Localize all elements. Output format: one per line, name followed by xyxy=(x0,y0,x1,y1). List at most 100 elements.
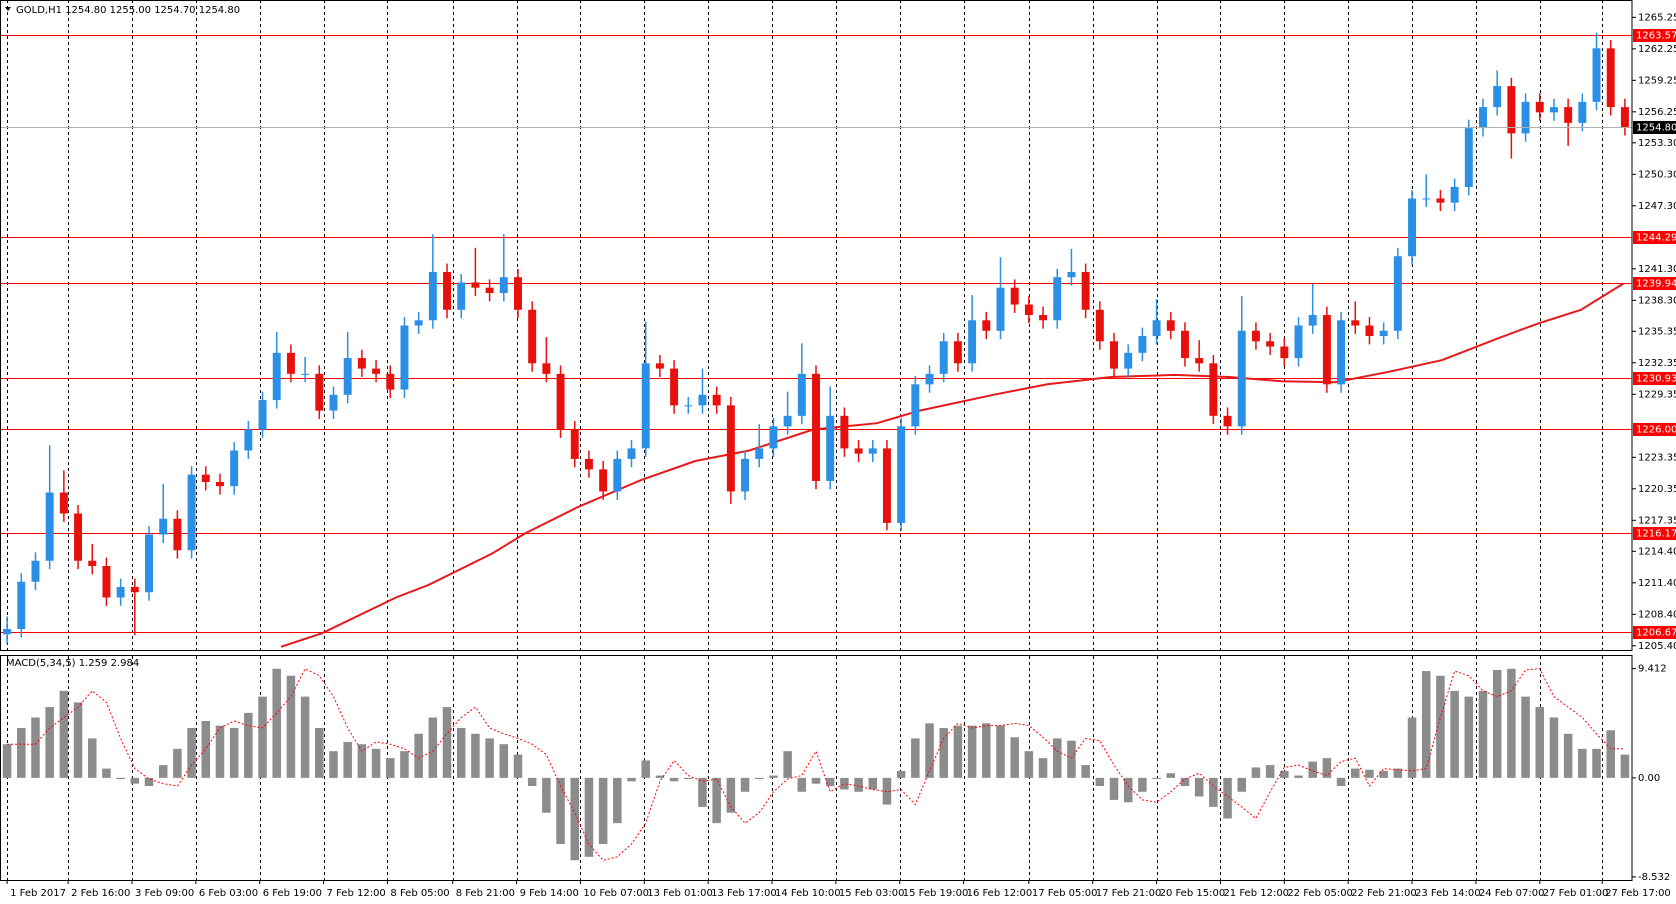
candle-body xyxy=(1181,330,1189,359)
candle-body xyxy=(1422,198,1431,200)
histogram-bar xyxy=(1407,717,1417,778)
candle-body xyxy=(1152,320,1161,337)
candle-body xyxy=(1110,341,1118,369)
candle-body xyxy=(244,429,253,451)
histogram-bar xyxy=(598,777,608,845)
candle-body xyxy=(201,474,210,482)
candle-body xyxy=(826,415,835,481)
histogram-bar xyxy=(967,725,977,778)
histogram-bar xyxy=(144,777,154,786)
histogram-bar xyxy=(1194,777,1204,797)
y-tick-label: 1256.25 xyxy=(1638,107,1676,118)
candle-body xyxy=(1578,101,1587,123)
histogram-bar xyxy=(1521,696,1530,778)
last-price-label: 1254.80 xyxy=(1636,123,1676,134)
level-label: 1230.93 xyxy=(1636,374,1676,385)
histogram-bar xyxy=(655,775,665,778)
y-tick-label: 9.412 xyxy=(1638,664,1667,675)
candle-body xyxy=(1237,330,1246,427)
candle-body xyxy=(471,282,480,288)
histogram-bar xyxy=(854,777,863,792)
histogram-bar xyxy=(1109,777,1119,800)
histogram-bar xyxy=(1294,775,1303,778)
histogram-bar xyxy=(130,777,140,784)
histogram-bar xyxy=(811,777,821,784)
histogram-bar xyxy=(1123,777,1133,803)
y-tick-label: 1238.30 xyxy=(1638,295,1676,306)
candle-body xyxy=(797,373,806,416)
candle-body xyxy=(1138,336,1147,353)
x-tick-label: 15 Feb 03:00 xyxy=(839,888,905,899)
histogram-bar xyxy=(116,777,125,780)
histogram-bar xyxy=(783,751,792,778)
histogram-bar xyxy=(1365,769,1374,778)
candle-body xyxy=(187,474,196,551)
histogram-bar xyxy=(740,777,750,792)
candle-body xyxy=(627,448,636,459)
candle-body xyxy=(1266,341,1275,347)
last-price-box xyxy=(1633,121,1676,134)
histogram-bar xyxy=(329,751,338,778)
histogram-bar xyxy=(1223,777,1232,819)
candle-body xyxy=(854,448,863,454)
candle-body xyxy=(372,368,381,374)
candle-body xyxy=(45,492,54,561)
histogram-bar xyxy=(1592,748,1601,778)
histogram-bar xyxy=(996,725,1005,778)
x-tick-label: 21 Feb 12:00 xyxy=(1223,888,1289,899)
x-tick-label: 13 Feb 17:00 xyxy=(711,888,777,899)
histogram-bar xyxy=(584,777,594,857)
candle-body xyxy=(258,400,267,430)
x-tick-label: 14 Feb 10:00 xyxy=(775,888,841,899)
histogram-bar xyxy=(1351,768,1360,778)
y-tick-label: 1265.25 xyxy=(1638,12,1676,23)
candle-body xyxy=(301,373,310,375)
histogram-bar xyxy=(442,707,452,778)
histogram-bar xyxy=(1138,777,1147,792)
histogram-bar xyxy=(1081,765,1090,778)
x-tick-label: 24 Feb 07:00 xyxy=(1479,888,1545,899)
x-tick-label: 15 Feb 19:00 xyxy=(903,888,969,899)
y-tick-label: 1220.35 xyxy=(1638,484,1676,495)
histogram-bar xyxy=(400,751,409,778)
candle-body xyxy=(1393,256,1402,331)
candle-body xyxy=(3,628,12,635)
x-tick-label: 6 Feb 03:00 xyxy=(199,888,258,899)
y-tick-label: -8.532 xyxy=(1638,872,1670,883)
candle-body xyxy=(542,363,551,374)
histogram-bar xyxy=(1322,758,1332,778)
histogram-bar xyxy=(570,777,580,861)
histogram-bar xyxy=(244,712,253,778)
candle-body xyxy=(1337,320,1346,385)
candle-body xyxy=(1024,304,1033,316)
candle-body xyxy=(755,448,764,459)
histogram-bar xyxy=(187,727,196,778)
candle-body xyxy=(1195,358,1204,364)
candle-body xyxy=(925,373,934,385)
histogram-bar xyxy=(641,760,650,778)
level-label: 1206.67 xyxy=(1636,628,1676,639)
candle-body xyxy=(840,415,849,449)
histogram-bar xyxy=(1620,754,1630,778)
histogram-bar xyxy=(712,777,721,824)
histogram-bar xyxy=(939,727,948,778)
y-tick-label: 0.00 xyxy=(1638,773,1660,784)
candle-body xyxy=(1209,363,1218,416)
x-tick-label: 6 Feb 19:00 xyxy=(263,888,322,899)
candle-body xyxy=(74,513,83,561)
candle-body xyxy=(712,394,721,406)
x-tick-label: 9 Feb 14:00 xyxy=(520,888,579,899)
candle-body xyxy=(272,352,281,401)
candle-body xyxy=(1039,315,1048,321)
histogram-bar xyxy=(726,777,736,813)
candle-body xyxy=(1053,277,1062,321)
candle-body xyxy=(1606,48,1615,108)
x-tick-label: 3 Feb 09:00 xyxy=(135,888,194,899)
histogram-bar xyxy=(1578,748,1587,778)
macd-frame xyxy=(0,655,1633,881)
histogram-bar xyxy=(215,725,225,778)
histogram-bar xyxy=(1209,777,1218,807)
candle-body xyxy=(102,565,111,598)
candle-body xyxy=(414,320,423,326)
